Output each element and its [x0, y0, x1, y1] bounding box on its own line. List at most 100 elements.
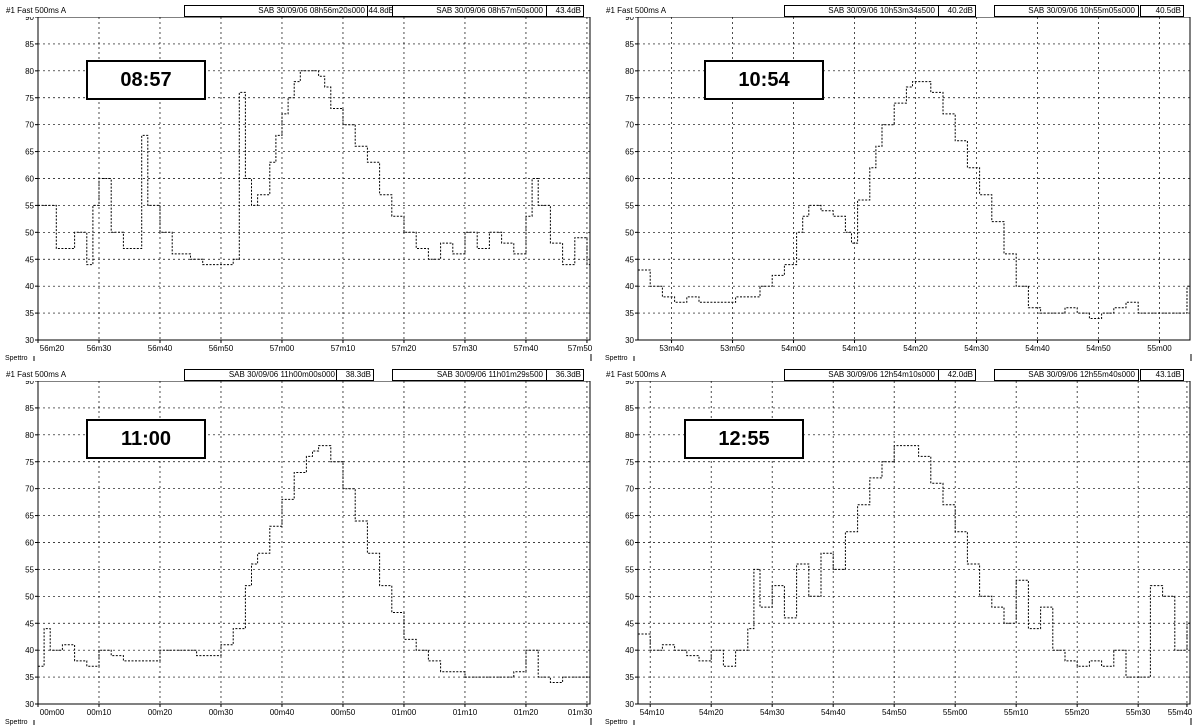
y-tick-label: 80 — [25, 431, 34, 440]
y-tick-label: 80 — [625, 431, 634, 440]
cursor2-time: SAB 30/09/06 11h01m29s500 — [392, 369, 547, 381]
y-tick-label: 30 — [25, 336, 34, 345]
y-tick-label: 75 — [25, 94, 34, 103]
x-tick-label: 54m50 — [1086, 344, 1111, 353]
x-tick-label: 55m30 — [1126, 708, 1151, 717]
x-tick-label: 00m20 — [148, 708, 173, 717]
y-tick-label: 70 — [625, 121, 634, 130]
x-tick-label: 01m20 — [514, 708, 539, 717]
footer-label: Spettro — [5, 355, 28, 362]
x-tick-label: 55m20 — [1065, 708, 1090, 717]
y-tick-label: 50 — [25, 592, 34, 601]
x-tick-label: 00m40 — [270, 708, 295, 717]
y-tick-label: 50 — [625, 592, 634, 601]
y-tick-label: 40 — [25, 282, 34, 291]
cursor1-time: SAB 30/09/06 11h00m00s000 — [184, 369, 339, 381]
y-tick-label: 90 — [625, 381, 634, 386]
x-tick-label: 54m10 — [842, 344, 867, 353]
cursor1-value: 42.0dB — [938, 369, 976, 381]
x-tick-label: 00m50 — [331, 708, 356, 717]
plot-area: 30 35 40 45 50 55 60 65 70 75 80 85 90 53m40 53m50 54m0… — [604, 17, 1194, 362]
x-tick-label: 56m40 — [148, 344, 173, 353]
chart-panel-1: #1 Fast 500ms A SAB 30/09/06 08h56m20s00… — [4, 5, 594, 362]
panel-title: #1 Fast 500ms A — [606, 370, 667, 379]
y-tick-label: 55 — [625, 565, 634, 574]
y-tick-label: 35 — [25, 673, 34, 682]
series-line — [38, 445, 590, 683]
y-tick-label: 85 — [25, 40, 34, 49]
footer-label: Spettro — [605, 719, 628, 726]
y-tick-label: 90 — [625, 17, 634, 22]
cursor1-value: 40.2dB — [938, 5, 976, 17]
y-tick-label: 40 — [625, 282, 634, 291]
cursor2-time: SAB 30/09/06 12h55m40s000 — [994, 369, 1139, 381]
chart-panel-2: #1 Fast 500ms A SAB 30/09/06 10h53m34s50… — [604, 5, 1194, 362]
y-tick-label: 65 — [25, 148, 34, 157]
chart-svg: 30 35 40 45 50 55 60 65 70 75 80 85 90 53m40 53m50 54m0… — [605, 17, 1192, 362]
chart-panel-4: #1 Fast 500ms A SAB 30/09/06 12h54m10s00… — [604, 369, 1194, 726]
y-tick-label: 50 — [25, 228, 34, 237]
x-tick-label: 57m50 — [568, 344, 593, 353]
x-tick-label: 54m40 — [821, 708, 846, 717]
y-tick-label: 45 — [625, 619, 634, 628]
y-tick-label: 80 — [625, 67, 634, 76]
x-tick-label: 56m20 — [40, 344, 65, 353]
x-tick-label: 01m00 — [392, 708, 417, 717]
y-tick-label: 85 — [625, 404, 634, 413]
y-tick-label: 35 — [625, 309, 634, 318]
x-tick-label: 57m10 — [331, 344, 356, 353]
y-tick-label: 70 — [25, 121, 34, 130]
y-tick-label: 85 — [625, 40, 634, 49]
x-tick-label: 00m00 — [40, 708, 65, 717]
x-tick-label: 54m30 — [964, 344, 989, 353]
cursor2-time: SAB 30/09/06 10h55m05s000 — [994, 5, 1139, 17]
footer-label: Spettro — [5, 719, 28, 726]
x-tick-label: 01m10 — [453, 708, 478, 717]
y-tick-label: 60 — [25, 175, 34, 184]
series-line — [638, 445, 1190, 678]
x-tick-label: 57m00 — [270, 344, 295, 353]
cursor2-value: 43.4dB — [546, 5, 584, 17]
chart-panel-3: #1 Fast 500ms A SAB 30/09/06 11h00m00s00… — [4, 369, 594, 726]
y-tick-label: 35 — [625, 673, 634, 682]
panel-header: #1 Fast 500ms A SAB 30/09/06 11h00m00s00… — [4, 369, 594, 381]
footer-label: Spettro — [605, 355, 628, 362]
panel-title: #1 Fast 500ms A — [6, 370, 67, 379]
y-tick-label: 45 — [25, 619, 34, 628]
y-tick-label: 70 — [25, 485, 34, 494]
x-tick-label: 53m50 — [720, 344, 745, 353]
x-tick-label: 57m40 — [514, 344, 539, 353]
x-tick-label: 57m20 — [392, 344, 417, 353]
x-tick-label: 54m40 — [1025, 344, 1050, 353]
cursor1-time: SAB 30/09/06 10h53m34s500 — [784, 5, 939, 17]
y-tick-label: 60 — [25, 539, 34, 548]
y-tick-label: 55 — [25, 201, 34, 210]
panel-header: #1 Fast 500ms A SAB 30/09/06 08h56m20s00… — [4, 5, 594, 17]
series-line — [638, 81, 1190, 319]
x-tick-label: 54m10 — [640, 708, 665, 717]
y-tick-label: 65 — [625, 512, 634, 521]
x-tick-label: 01m30 — [568, 708, 593, 717]
panel-title: #1 Fast 500ms A — [6, 6, 67, 15]
x-tick-label: 54m00 — [781, 344, 806, 353]
y-tick-label: 75 — [625, 94, 634, 103]
cursor2-time: SAB 30/09/06 08h57m50s000 — [392, 5, 547, 17]
x-tick-label: 54m50 — [882, 708, 907, 717]
panel-header: #1 Fast 500ms A SAB 30/09/06 10h53m34s50… — [604, 5, 1194, 17]
time-label: 10:54 — [704, 60, 824, 100]
y-tick-label: 75 — [625, 458, 634, 467]
y-tick-label: 30 — [625, 700, 634, 709]
y-tick-label: 65 — [25, 512, 34, 521]
x-tick-label: 00m10 — [87, 708, 112, 717]
cursor1-time: SAB 30/09/06 08h56m20s000 — [184, 5, 369, 17]
y-tick-label: 55 — [625, 201, 634, 210]
time-label: 08:57 — [86, 60, 206, 100]
y-tick-label: 30 — [25, 700, 34, 709]
x-tick-label: 00m30 — [209, 708, 234, 717]
time-label: 12:55 — [684, 419, 804, 459]
x-tick-label: 53m40 — [659, 344, 684, 353]
y-tick-label: 45 — [625, 255, 634, 264]
y-tick-label: 45 — [25, 255, 34, 264]
cursor1-value: 38.3dB — [336, 369, 374, 381]
cursor2-value: 40.5dB — [1140, 5, 1184, 17]
